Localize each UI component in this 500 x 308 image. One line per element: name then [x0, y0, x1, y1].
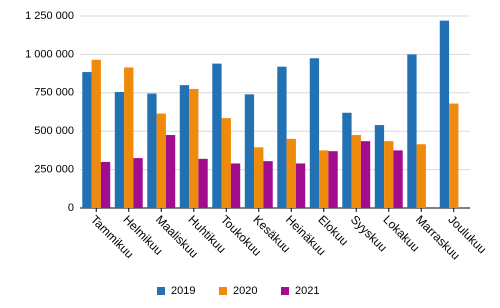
bar	[351, 135, 361, 208]
bar	[230, 163, 241, 208]
bar	[263, 161, 273, 208]
bar	[165, 135, 176, 208]
y-tick-label: 0	[68, 202, 74, 214]
bar	[133, 158, 143, 208]
bar	[254, 147, 264, 208]
bar	[147, 93, 157, 208]
bar	[342, 112, 352, 208]
bar	[156, 113, 166, 208]
bar	[328, 151, 338, 208]
y-tick-label: 750 000	[34, 87, 74, 99]
bar	[124, 67, 134, 209]
bar	[91, 59, 101, 208]
bar	[439, 20, 450, 208]
legend-label: 2019	[171, 285, 195, 297]
bar	[212, 63, 222, 209]
bar	[277, 66, 287, 208]
bar	[179, 85, 190, 208]
bar	[360, 141, 371, 208]
legend-label: 2021	[295, 285, 319, 297]
y-tick-label: 500 000	[34, 125, 74, 137]
bar	[416, 144, 426, 208]
bar	[393, 150, 403, 208]
bar	[114, 92, 125, 208]
bar	[82, 72, 92, 209]
bar	[319, 150, 329, 208]
y-tick-label: 1 000 000	[25, 48, 74, 60]
bar	[189, 88, 199, 208]
y-tick-label: 1 250 000	[25, 10, 74, 22]
legend-swatch	[219, 287, 227, 295]
bar	[407, 54, 417, 209]
bar	[286, 138, 296, 208]
bar	[244, 94, 255, 208]
bar	[295, 163, 306, 208]
bar	[449, 103, 459, 208]
legend-swatch	[157, 287, 165, 295]
y-tick-label: 250 000	[34, 164, 74, 176]
bar	[374, 125, 385, 208]
bar	[309, 58, 320, 208]
bar	[198, 158, 208, 208]
bar	[221, 118, 231, 208]
bar	[384, 141, 394, 208]
legend-label: 2020	[233, 285, 257, 297]
bar	[100, 161, 111, 208]
legend-swatch	[281, 287, 289, 295]
